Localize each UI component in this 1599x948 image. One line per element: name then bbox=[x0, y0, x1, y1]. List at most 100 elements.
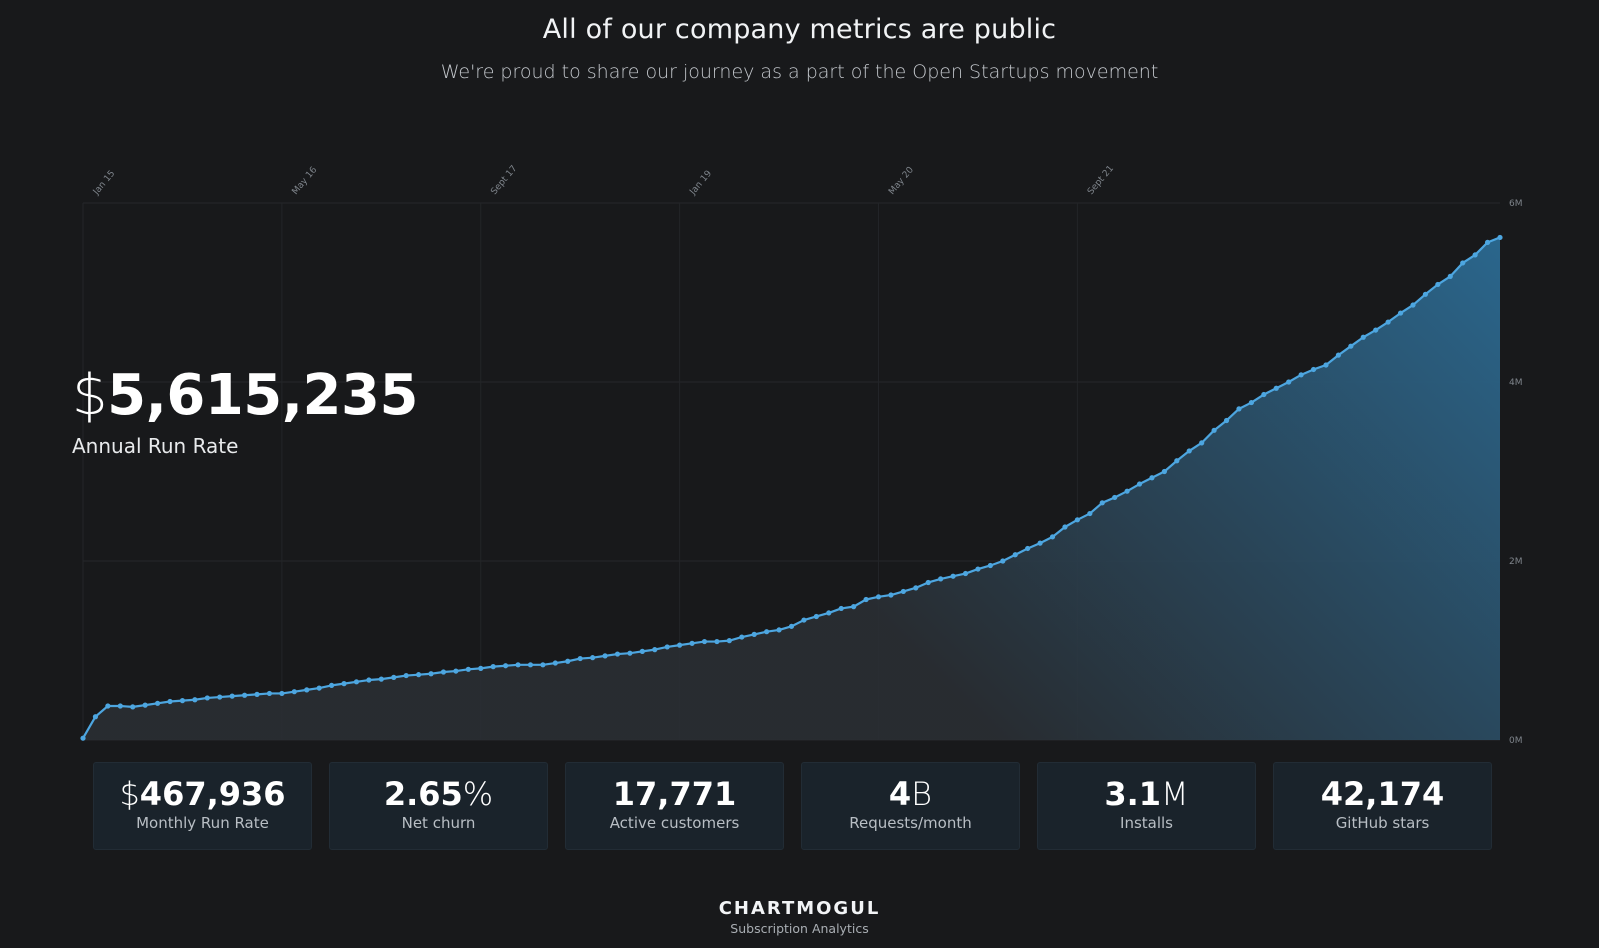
stats-row: $467,936 Monthly Run Rate 2.65% Net chur… bbox=[93, 762, 1492, 850]
data-point bbox=[1199, 440, 1205, 446]
annual-run-rate: $5,615,235 Annual Run Rate bbox=[72, 368, 418, 459]
data-point bbox=[1223, 417, 1230, 424]
data-point bbox=[900, 588, 906, 595]
data-point bbox=[167, 698, 173, 705]
data-point bbox=[453, 668, 459, 674]
data-point bbox=[888, 592, 894, 598]
chartmogul-logo[interactable]: CHARTMOGUL bbox=[718, 898, 881, 919]
logo-tagline: Subscription Analytics bbox=[730, 921, 869, 936]
stat-card-net-churn: 2.65% Net churn bbox=[329, 762, 548, 850]
data-point bbox=[962, 570, 969, 577]
data-point bbox=[1211, 427, 1217, 433]
data-point bbox=[142, 702, 148, 708]
data-point bbox=[105, 703, 111, 709]
stat-prefix: $ bbox=[119, 775, 140, 813]
x-tick-label: May 20 bbox=[887, 165, 916, 197]
stat-card-active-customers: 17,771 Active customers bbox=[565, 762, 784, 850]
data-point bbox=[1248, 399, 1254, 406]
x-tick-label: Jan 19 bbox=[688, 169, 715, 198]
data-point bbox=[1373, 327, 1379, 333]
data-point bbox=[1099, 500, 1105, 506]
data-point bbox=[776, 627, 782, 633]
x-tick-label: Jan 15 bbox=[91, 169, 117, 198]
data-point bbox=[1037, 540, 1043, 546]
stat-suffix: M bbox=[1161, 775, 1189, 813]
stat-label: Requests/month bbox=[849, 814, 972, 833]
stat-value: 2.65% bbox=[330, 775, 547, 813]
data-point bbox=[652, 647, 658, 653]
page-title: All of our company metrics are public bbox=[542, 14, 1057, 45]
chart-area-layer bbox=[83, 237, 1500, 740]
data-point bbox=[863, 596, 869, 603]
data-point bbox=[577, 655, 583, 662]
data-point bbox=[913, 585, 919, 591]
page-header: All of our company metrics are public We… bbox=[0, 14, 1599, 83]
data-point bbox=[515, 662, 521, 668]
data-point bbox=[1335, 352, 1342, 358]
data-point bbox=[1087, 510, 1093, 517]
stat-label: Installs bbox=[1120, 814, 1173, 833]
data-point bbox=[714, 638, 720, 645]
stat-number: 17,771 bbox=[612, 775, 737, 813]
data-point bbox=[552, 660, 558, 666]
page-subtitle: We're proud to share our journey as a pa… bbox=[440, 61, 1159, 83]
data-point bbox=[1397, 310, 1404, 316]
chart-y-ticks: 0M 2M 4M 6M bbox=[1509, 199, 1523, 746]
annual-run-rate-number: 5,615,235 bbox=[107, 363, 418, 428]
data-point bbox=[1323, 362, 1329, 368]
data-point bbox=[353, 679, 360, 685]
data-point bbox=[1435, 281, 1441, 288]
data-point bbox=[1261, 391, 1267, 398]
data-point bbox=[229, 693, 235, 699]
data-point bbox=[1348, 343, 1354, 349]
stat-label: Net churn bbox=[401, 814, 476, 833]
chart-area bbox=[83, 237, 1500, 740]
data-point bbox=[739, 634, 745, 640]
data-point bbox=[1298, 372, 1304, 378]
data-point bbox=[279, 690, 285, 697]
y-tick-label: 2M bbox=[1509, 557, 1523, 567]
x-tick-label: Sept 21 bbox=[1086, 164, 1116, 197]
data-point bbox=[639, 648, 645, 654]
stat-card-requests-month: 4B Requests/month bbox=[801, 762, 1020, 850]
data-point bbox=[1236, 406, 1242, 412]
data-point bbox=[801, 617, 807, 623]
stat-value: 4B bbox=[802, 775, 1019, 813]
data-point bbox=[590, 655, 596, 661]
stat-value: $467,936 bbox=[94, 775, 311, 813]
data-point bbox=[689, 640, 695, 646]
data-point bbox=[217, 694, 223, 700]
stat-number: 2.65 bbox=[383, 775, 463, 813]
data-point bbox=[179, 698, 186, 704]
data-point bbox=[1074, 517, 1080, 523]
data-point bbox=[950, 573, 956, 579]
stat-card-monthly-run-rate: $467,936 Monthly Run Rate bbox=[93, 762, 312, 850]
data-point bbox=[130, 704, 136, 710]
data-point bbox=[1012, 552, 1018, 558]
stat-number: 42,174 bbox=[1320, 775, 1445, 813]
y-tick-label: 6M bbox=[1509, 199, 1523, 209]
data-point bbox=[154, 700, 161, 706]
data-point bbox=[503, 663, 509, 669]
data-point bbox=[478, 665, 484, 672]
stat-suffix: B bbox=[911, 775, 933, 813]
data-point bbox=[1049, 534, 1056, 540]
data-point bbox=[1136, 481, 1143, 487]
data-point bbox=[677, 642, 683, 648]
data-point bbox=[92, 714, 99, 720]
currency-symbol: $ bbox=[72, 363, 108, 428]
annual-run-rate-label: Annual Run Rate bbox=[72, 434, 239, 458]
data-point bbox=[366, 677, 372, 683]
data-point bbox=[80, 735, 86, 741]
data-point bbox=[241, 692, 248, 698]
data-point bbox=[465, 666, 471, 672]
y-tick-label: 0M bbox=[1509, 736, 1523, 746]
data-point bbox=[416, 672, 422, 678]
data-point bbox=[875, 594, 882, 600]
stat-number: 467,936 bbox=[139, 775, 286, 813]
data-point bbox=[391, 674, 397, 680]
data-point bbox=[1286, 379, 1292, 385]
data-point bbox=[987, 562, 993, 569]
data-point bbox=[341, 681, 347, 687]
